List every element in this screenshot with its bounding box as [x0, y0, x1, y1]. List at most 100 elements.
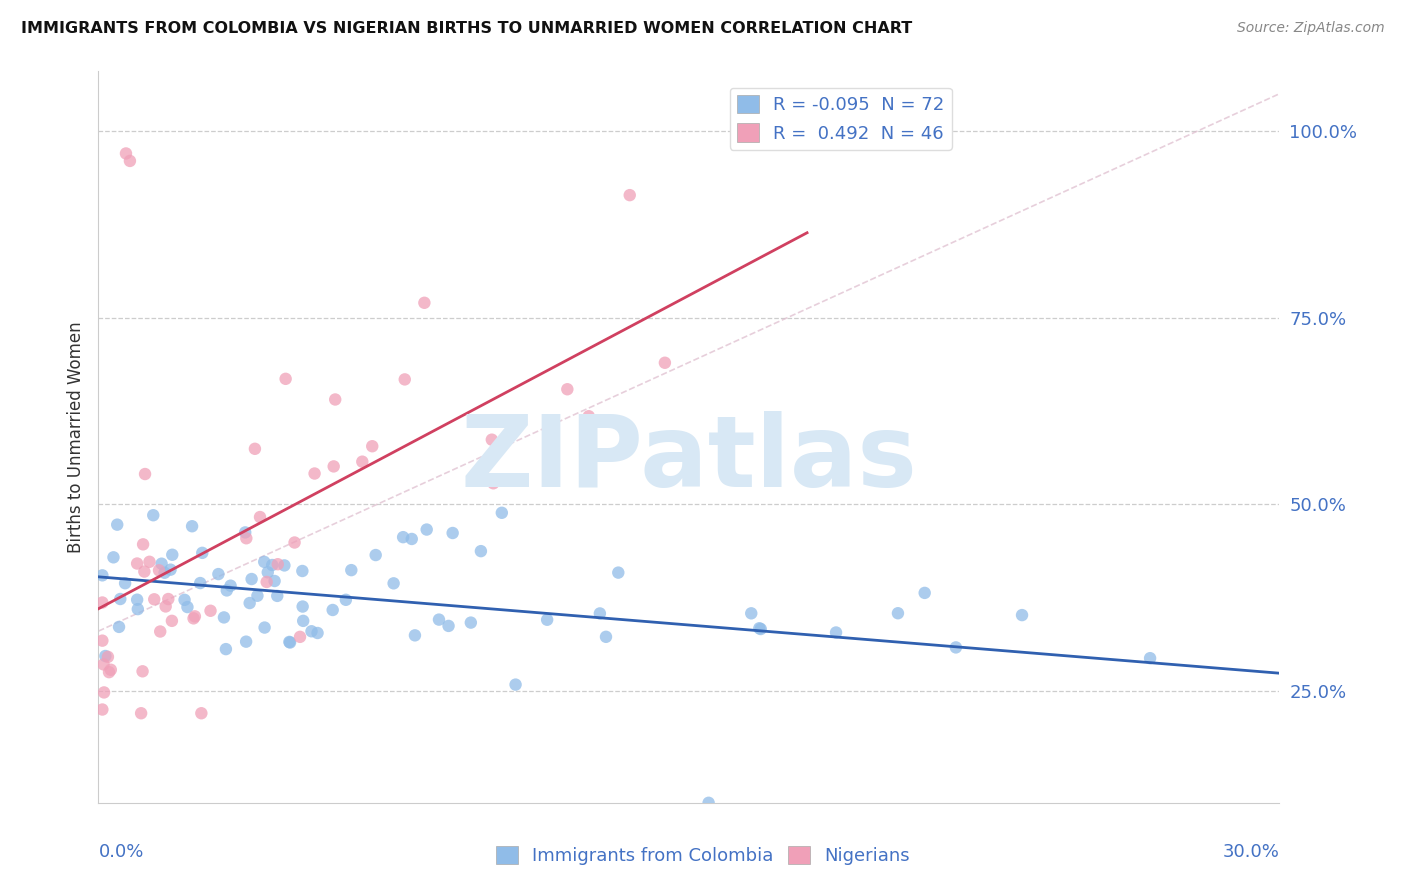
Point — [239, 596, 262, 610]
Point — [157, 592, 180, 607]
Point — [361, 439, 384, 453]
Point — [825, 625, 848, 640]
Point — [191, 546, 214, 560]
Point — [335, 592, 357, 607]
Point — [91, 595, 114, 609]
Point — [190, 706, 212, 721]
Point — [460, 615, 482, 630]
Point — [94, 648, 117, 663]
Text: 30.0%: 30.0% — [1223, 843, 1279, 861]
Point — [589, 607, 612, 621]
Point — [183, 611, 205, 625]
Point — [394, 372, 416, 386]
Point — [278, 635, 301, 649]
Point — [181, 519, 204, 533]
Point — [253, 621, 276, 635]
Point — [97, 649, 120, 664]
Point — [138, 555, 160, 569]
Point — [115, 146, 138, 161]
Point — [134, 565, 156, 579]
Legend: R = -0.095  N = 72, R =  0.492  N = 46: R = -0.095 N = 72, R = 0.492 N = 46 — [730, 87, 952, 150]
Point — [215, 642, 238, 657]
Text: Source: ZipAtlas.com: Source: ZipAtlas.com — [1237, 21, 1385, 35]
Point — [382, 576, 405, 591]
Point — [256, 574, 278, 589]
Point — [284, 535, 307, 549]
Point — [129, 706, 152, 721]
Point — [470, 544, 492, 558]
Text: ZIPatlas: ZIPatlas — [461, 410, 917, 508]
Point — [697, 796, 720, 810]
Point — [595, 630, 617, 644]
Point — [246, 589, 269, 603]
Point — [100, 663, 122, 677]
Point — [91, 702, 114, 716]
Point — [93, 657, 115, 672]
Point — [118, 153, 141, 168]
Point — [352, 455, 374, 469]
Point — [105, 517, 128, 532]
Point — [914, 586, 936, 600]
Point — [481, 433, 503, 447]
Text: IMMIGRANTS FROM COLOMBIA VS NIGERIAN BIRTHS TO UNMARRIED WOMEN CORRELATION CHART: IMMIGRANTS FROM COLOMBIA VS NIGERIAN BIR… — [21, 21, 912, 36]
Point — [749, 622, 772, 636]
Point — [323, 392, 346, 407]
Point — [263, 574, 285, 588]
Point — [887, 606, 910, 620]
Point — [262, 558, 284, 572]
Point — [215, 583, 238, 598]
Text: 0.0%: 0.0% — [98, 843, 143, 861]
Point — [142, 508, 165, 523]
Point — [748, 621, 770, 635]
Point — [322, 603, 344, 617]
Point — [150, 557, 173, 571]
Point — [91, 633, 114, 648]
Point — [415, 523, 437, 537]
Point — [173, 592, 195, 607]
Point — [253, 555, 276, 569]
Point — [103, 550, 125, 565]
Point — [98, 665, 121, 680]
Point — [132, 537, 155, 551]
Point — [207, 567, 229, 582]
Point — [669, 811, 692, 825]
Point — [162, 548, 184, 562]
Point — [654, 356, 676, 370]
Point — [200, 604, 222, 618]
Point — [91, 568, 114, 582]
Y-axis label: Births to Unmarried Women: Births to Unmarried Women — [66, 321, 84, 553]
Point — [437, 619, 460, 633]
Point — [149, 624, 172, 639]
Point — [404, 628, 426, 642]
Point — [134, 467, 156, 481]
Point — [536, 613, 558, 627]
Point — [607, 566, 630, 580]
Point — [266, 589, 288, 603]
Point — [240, 572, 263, 586]
Point — [364, 548, 387, 562]
Point — [401, 532, 423, 546]
Point — [491, 506, 513, 520]
Point — [127, 557, 149, 571]
Point — [340, 563, 363, 577]
Point — [131, 665, 153, 679]
Point — [235, 531, 257, 545]
Point — [1139, 651, 1161, 665]
Point — [110, 592, 132, 607]
Point — [945, 640, 967, 655]
Point — [291, 599, 314, 614]
Point — [212, 610, 235, 624]
Point — [441, 526, 464, 541]
Point — [155, 599, 177, 614]
Point — [291, 564, 314, 578]
Point — [557, 382, 579, 396]
Point — [482, 476, 505, 491]
Point — [413, 295, 436, 310]
Point — [505, 677, 527, 691]
Point — [307, 626, 329, 640]
Point — [159, 563, 181, 577]
Point — [143, 592, 166, 607]
Point — [278, 635, 301, 649]
Point — [619, 188, 641, 202]
Point — [176, 600, 198, 615]
